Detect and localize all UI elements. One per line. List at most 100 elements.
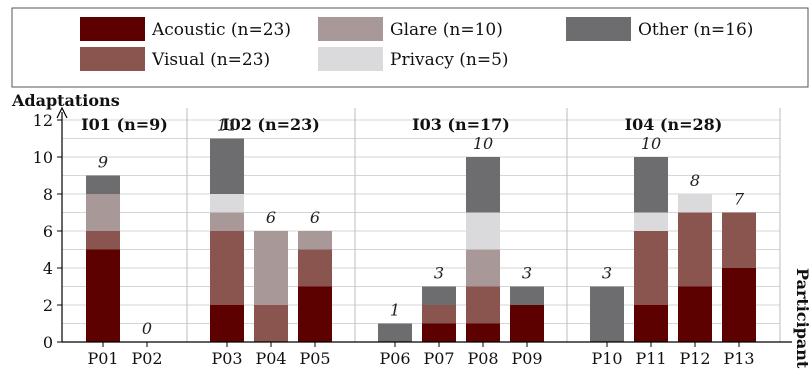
- legend-swatch-acoustic: [80, 17, 145, 41]
- bar-segment-glare: [86, 194, 120, 231]
- bars: [86, 138, 756, 342]
- bar-P03: [210, 138, 244, 342]
- x-tick-label: P13: [723, 349, 754, 368]
- bar-segment-privacy: [634, 212, 668, 231]
- bar-segment-acoustic: [466, 323, 500, 342]
- grid: [62, 119, 780, 324]
- bar-P12: [678, 194, 712, 342]
- x-tick-label: P05: [299, 349, 330, 368]
- y-axis-arrow: [56, 106, 68, 119]
- bar-total-label: 8: [690, 171, 700, 190]
- bar-segment-visual: [722, 212, 756, 268]
- legend-swatch-visual: [80, 47, 145, 71]
- bar-segment-other: [210, 138, 244, 194]
- x-tick-label: P11: [635, 349, 666, 368]
- x-axis-label: Participant: [793, 268, 809, 369]
- bar-P01: [86, 175, 120, 342]
- x-tick-label: P04: [255, 349, 286, 368]
- legend-label-acoustic: Acoustic (n=23): [151, 20, 291, 40]
- bar-segment-glare: [210, 212, 244, 231]
- bar-segment-other: [466, 157, 500, 213]
- group-separators: [186, 108, 781, 342]
- bar-P13: [722, 212, 756, 342]
- bar-total-label: 6: [266, 208, 276, 227]
- bar-P05: [298, 231, 332, 342]
- bar-segment-other: [378, 323, 412, 342]
- bar-segment-visual: [210, 231, 244, 305]
- bar-segment-acoustic: [422, 323, 456, 342]
- bar-segment-visual: [678, 212, 712, 287]
- bar-segment-privacy: [210, 194, 244, 213]
- y-tick-label: 6: [43, 222, 53, 241]
- x-tick-label: P08: [467, 349, 498, 368]
- bar-P11: [634, 157, 668, 342]
- bar-total-label: 3: [602, 264, 612, 283]
- bar-P08: [466, 157, 500, 342]
- bar-segment-visual: [298, 249, 332, 287]
- labels: I01 (n=9) I02 (n=23) I03 (n=17) I04 (n=28) 9…: [11, 91, 809, 369]
- bar-P09: [510, 286, 544, 342]
- bar-segment-acoustic: [678, 286, 712, 342]
- bar-segment-acoustic: [722, 268, 756, 342]
- bar-total-label: 7: [734, 190, 745, 209]
- bar-segment-other: [634, 157, 668, 213]
- y-tick-label: 12: [33, 111, 53, 130]
- bar-segment-visual: [634, 231, 668, 305]
- x-tick-label: P06: [379, 349, 410, 368]
- bar-segment-other: [590, 286, 624, 342]
- bar-segment-visual: [466, 286, 500, 324]
- x-tick-label: P10: [591, 349, 622, 368]
- group-label: I02 (n=23): [222, 115, 320, 134]
- bar-total-label: 10: [473, 134, 493, 153]
- bar-segment-privacy: [678, 194, 712, 213]
- legend-swatch-other: [566, 17, 631, 41]
- x-tick-label: P07: [423, 349, 454, 368]
- bar-segment-acoustic: [298, 286, 332, 342]
- bar-total-label: 3: [522, 264, 532, 283]
- legend-label-other: Other (n=16): [638, 20, 753, 40]
- bar-segment-glare: [254, 231, 288, 305]
- bar-total-label: 0: [142, 319, 152, 338]
- bar-segment-visual: [254, 305, 288, 342]
- x-tick-label: P09: [511, 349, 542, 368]
- bar-segment-acoustic: [210, 305, 244, 342]
- bar-segment-privacy: [466, 212, 500, 250]
- bar-segment-glare: [298, 231, 332, 250]
- x-tick-label: P12: [679, 349, 710, 368]
- bar-segment-acoustic: [86, 249, 120, 342]
- bar-segment-acoustic: [510, 305, 544, 342]
- bar-total-label: 3: [434, 264, 444, 283]
- bar-P07: [422, 286, 456, 342]
- group-label: I04 (n=28): [625, 115, 723, 134]
- bar-total-label: 6: [310, 208, 320, 227]
- x-tick-label: P03: [211, 349, 242, 368]
- bar-segment-acoustic: [634, 305, 668, 342]
- y-tick-label: 10: [33, 148, 53, 167]
- y-tick-label: 8: [43, 185, 53, 204]
- group-label: I01 (n=9): [81, 115, 168, 134]
- bar-total-label: 9: [98, 153, 108, 172]
- legend: Acoustic (n=23) Visual (n=23) Glare (n=10)…: [11, 7, 809, 88]
- legend-label-privacy: Privacy (n=5): [390, 50, 509, 70]
- y-tick-label: 2: [43, 296, 53, 315]
- group-label: I03 (n=17): [412, 115, 510, 134]
- legend-label-visual: Visual (n=23): [151, 50, 270, 70]
- bar-P10: [590, 286, 624, 342]
- bar-segment-visual: [86, 231, 120, 250]
- bar-segment-other: [510, 286, 544, 305]
- x-tick-label: P01: [87, 349, 118, 368]
- x-tick-label: P02: [131, 349, 162, 368]
- bar-segment-other: [86, 175, 120, 194]
- bar-P04: [254, 231, 288, 342]
- bar-segment-glare: [466, 249, 500, 287]
- bar-total-label: 10: [641, 134, 661, 153]
- bar-P06: [378, 323, 412, 342]
- legend-label-glare: Glare (n=10): [390, 20, 503, 40]
- bar-total-label: 11: [217, 116, 237, 135]
- legend-swatch-privacy: [318, 47, 383, 71]
- bar-segment-other: [422, 286, 456, 305]
- y-axis-label: Adaptations: [11, 91, 120, 110]
- y-tick-label: 0: [43, 333, 53, 352]
